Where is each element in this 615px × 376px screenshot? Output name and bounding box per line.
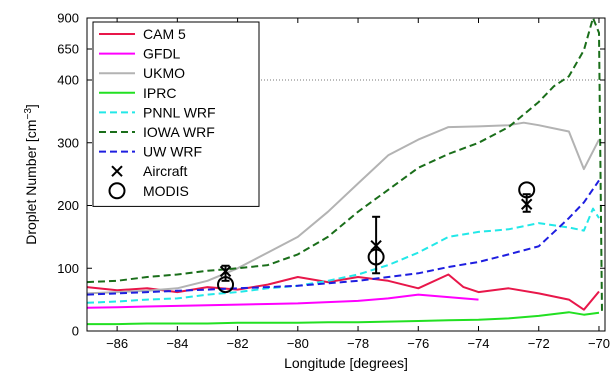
x-tick-label: −70: [588, 336, 610, 351]
legend-label: IPRC: [143, 85, 176, 101]
y-axis-title-close: ]: [23, 104, 39, 108]
y-tick-label: 0: [72, 324, 79, 339]
legend-label: Aircraft: [143, 163, 187, 179]
y-axis-title: Droplet Number [cm−3]: [23, 104, 40, 245]
x-tick-label: −82: [227, 336, 249, 351]
y-axis-title-exponent: −3: [23, 108, 34, 120]
aircraft-marker: [370, 239, 382, 252]
y-tick-label: 900: [57, 11, 79, 26]
x-tick-label: −78: [347, 336, 369, 351]
series-layer: [87, 18, 605, 326]
legend-label: CAM 5: [143, 26, 186, 42]
marker-layer: [217, 181, 536, 294]
series-line-ukmo: [87, 121, 600, 295]
modis-marker: [217, 276, 235, 294]
aircraft-marker: [219, 265, 232, 278]
series-line-uw-wrf: [87, 179, 600, 296]
legend-label: UW WRF: [143, 144, 202, 160]
y-tick-label: 400: [57, 73, 79, 88]
x-tick-label: −80: [287, 336, 309, 351]
series-line-pnnl-wrf: [87, 207, 600, 304]
x-tick-label: −84: [166, 336, 188, 351]
series-line-gfdl: [87, 293, 479, 309]
x-tick-label: −86: [106, 336, 128, 351]
series-line-iowa-wrf: [87, 18, 603, 313]
legend-label: MODIS: [143, 183, 189, 199]
y-tick-label: 200: [57, 198, 79, 213]
legend-label: PNNL WRF: [143, 104, 216, 120]
tick-layer: −86 −84 −82 −80 −78 −76 −74 −72 −70 0 100 200 300 400…: [57, 11, 610, 352]
series-line-iprc: [87, 311, 600, 326]
legend-label: UKMO: [143, 65, 185, 81]
x-axis-title: Longitude [degrees]: [284, 355, 408, 371]
y-tick-label: 300: [57, 135, 79, 150]
legend-aircraft-marker: [111, 165, 123, 177]
legend: CAM 5 GFDL UKMO IPRC PNNL WRF IOWA WRF UW WRF A…: [92, 21, 260, 207]
modis-marker: [367, 248, 385, 266]
legend-label: IOWA WRF: [143, 124, 215, 140]
y-tick-label: 100: [57, 261, 79, 276]
aircraft-marker: [520, 198, 533, 210]
series-line-cam-5: [87, 273, 600, 311]
y-axis-title-main: Droplet Number [cm: [23, 120, 39, 245]
legend-modis-marker: [108, 182, 126, 200]
x-tick-label: −74: [467, 336, 489, 351]
x-tick-label: −76: [407, 336, 429, 351]
y-tick-label: 650: [57, 42, 79, 57]
plot-frame: [86, 17, 606, 332]
modis-marker: [518, 181, 536, 199]
legend-label: GFDL: [143, 46, 181, 62]
x-tick-label: −72: [528, 336, 550, 351]
